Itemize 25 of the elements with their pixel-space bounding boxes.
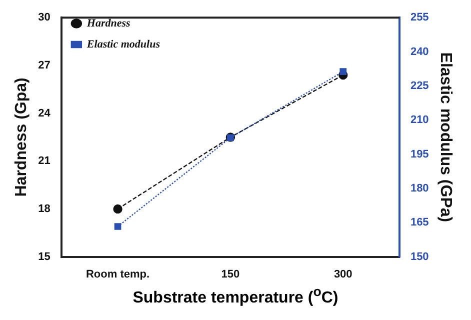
legend-label: Elastic modulus [86,38,160,50]
y-tick-label: 27 [38,59,50,72]
x-tick-label: 300 [334,268,352,280]
legend-label: Hardness [86,17,130,30]
y2-tick-label: 255 [410,12,429,24]
y-tick-label: 21 [38,155,50,168]
y-tick-label: 15 [38,250,50,263]
point [114,223,122,230]
y2-axis-title: Elastic modulus (GPa) [436,52,454,222]
y-tick-label: 24 [38,107,52,120]
y2-tick-label: 165 [410,216,429,229]
point [340,68,347,76]
y2-tick-label: 210 [410,114,429,126]
y-tick-label: 18 [38,202,50,215]
y-axis-title: Hardness (Gpa) [13,78,30,197]
y2-tick-label: 195 [410,148,429,160]
y2-tick-label: 150 [410,250,429,263]
x-tick-label: 150 [221,268,240,280]
point [113,204,122,214]
y-tick-label: 30 [38,12,50,24]
y2-tick-label: 225 [410,80,429,92]
x-tick-label: Room temp. [86,268,150,280]
y2-tick-label: 240 [410,46,429,58]
y2-tick-label: 180 [410,182,429,194]
x-axis-title: Substrate temperature ($^{o}$C) [132,284,340,308]
